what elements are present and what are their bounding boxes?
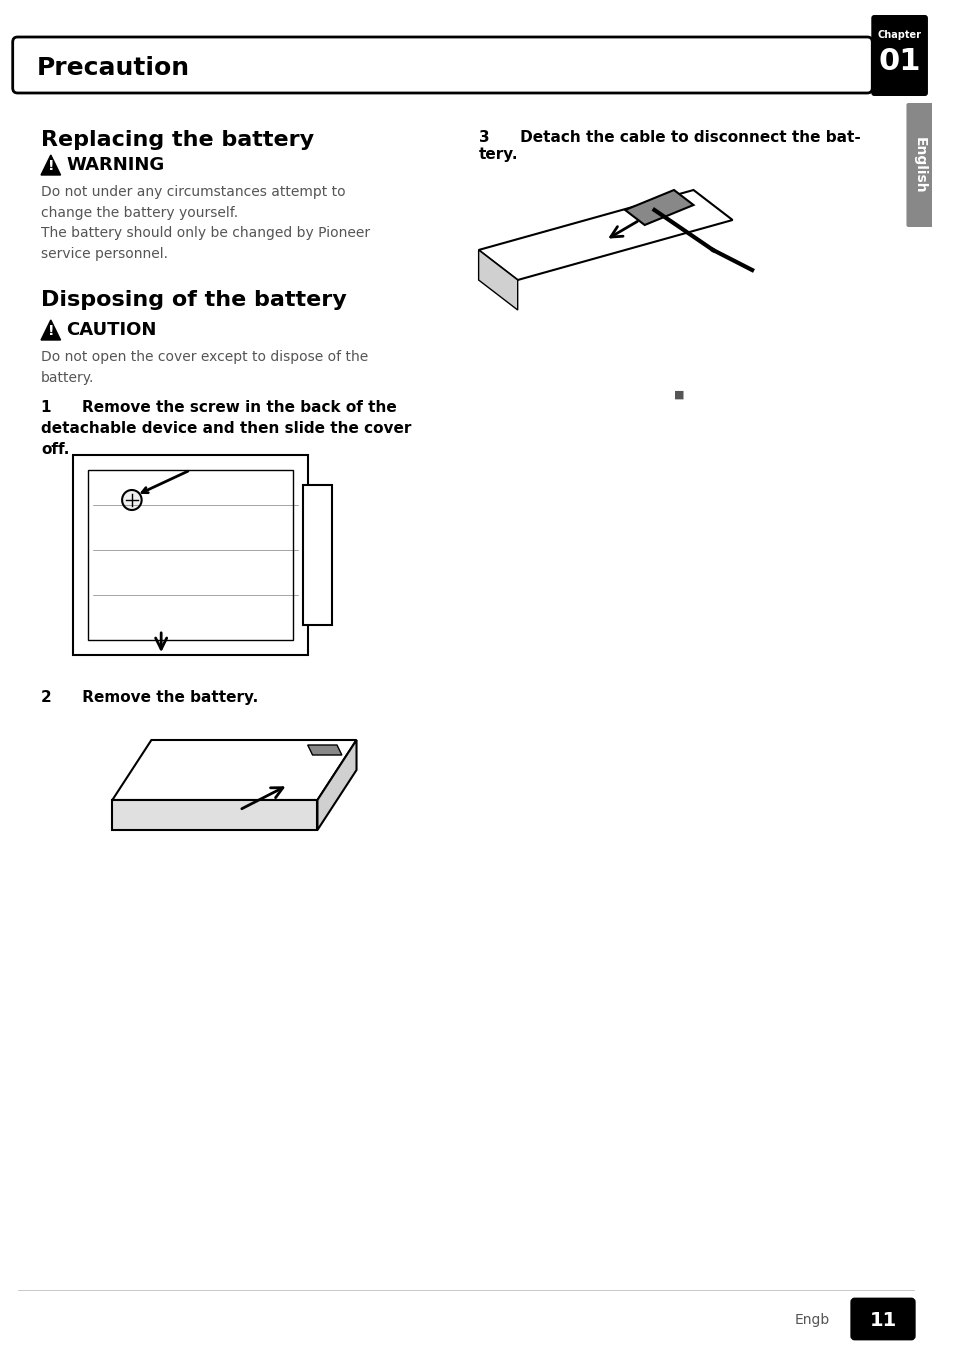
Text: Engb: Engb	[794, 1313, 829, 1328]
Text: 3  Detach the cable to disconnect the bat-
tery.: 3 Detach the cable to disconnect the bat…	[478, 130, 860, 162]
Bar	[88, 470, 293, 639]
Text: Replacing the battery: Replacing the battery	[41, 130, 314, 150]
Text: !: !	[48, 324, 54, 338]
Polygon shape	[41, 155, 60, 174]
FancyBboxPatch shape	[12, 37, 871, 93]
FancyBboxPatch shape	[73, 456, 308, 654]
Text: 11: 11	[868, 1310, 896, 1329]
Text: Disposing of the battery: Disposing of the battery	[41, 289, 346, 310]
Polygon shape	[317, 740, 356, 830]
Polygon shape	[478, 250, 517, 310]
Text: !: !	[48, 160, 54, 173]
Text: Chapter: Chapter	[877, 30, 921, 41]
Text: CAUTION: CAUTION	[67, 320, 156, 339]
Text: Precaution: Precaution	[37, 55, 190, 80]
Text: 1  Remove the screw in the back of the
detachable device and then slide the cove: 1 Remove the screw in the back of the de…	[41, 400, 411, 457]
Bar	[302, 485, 332, 625]
Text: English: English	[912, 137, 926, 193]
Polygon shape	[624, 191, 693, 224]
Polygon shape	[112, 740, 356, 800]
Text: Do not open the cover except to dispose of the
battery.: Do not open the cover except to dispose …	[41, 350, 368, 384]
Polygon shape	[41, 320, 60, 339]
Circle shape	[122, 489, 141, 510]
Polygon shape	[478, 191, 732, 280]
Text: ■: ■	[673, 389, 683, 400]
Text: Do not under any circumstances attempt to
change the battery yourself.
The batte: Do not under any circumstances attempt t…	[41, 185, 370, 261]
FancyBboxPatch shape	[905, 103, 933, 227]
Text: WARNING: WARNING	[67, 155, 165, 174]
FancyBboxPatch shape	[870, 15, 927, 96]
Text: 01: 01	[878, 47, 920, 77]
Polygon shape	[112, 800, 317, 830]
FancyBboxPatch shape	[851, 1299, 913, 1338]
Text: 2  Remove the battery.: 2 Remove the battery.	[41, 690, 258, 704]
Polygon shape	[308, 745, 341, 754]
